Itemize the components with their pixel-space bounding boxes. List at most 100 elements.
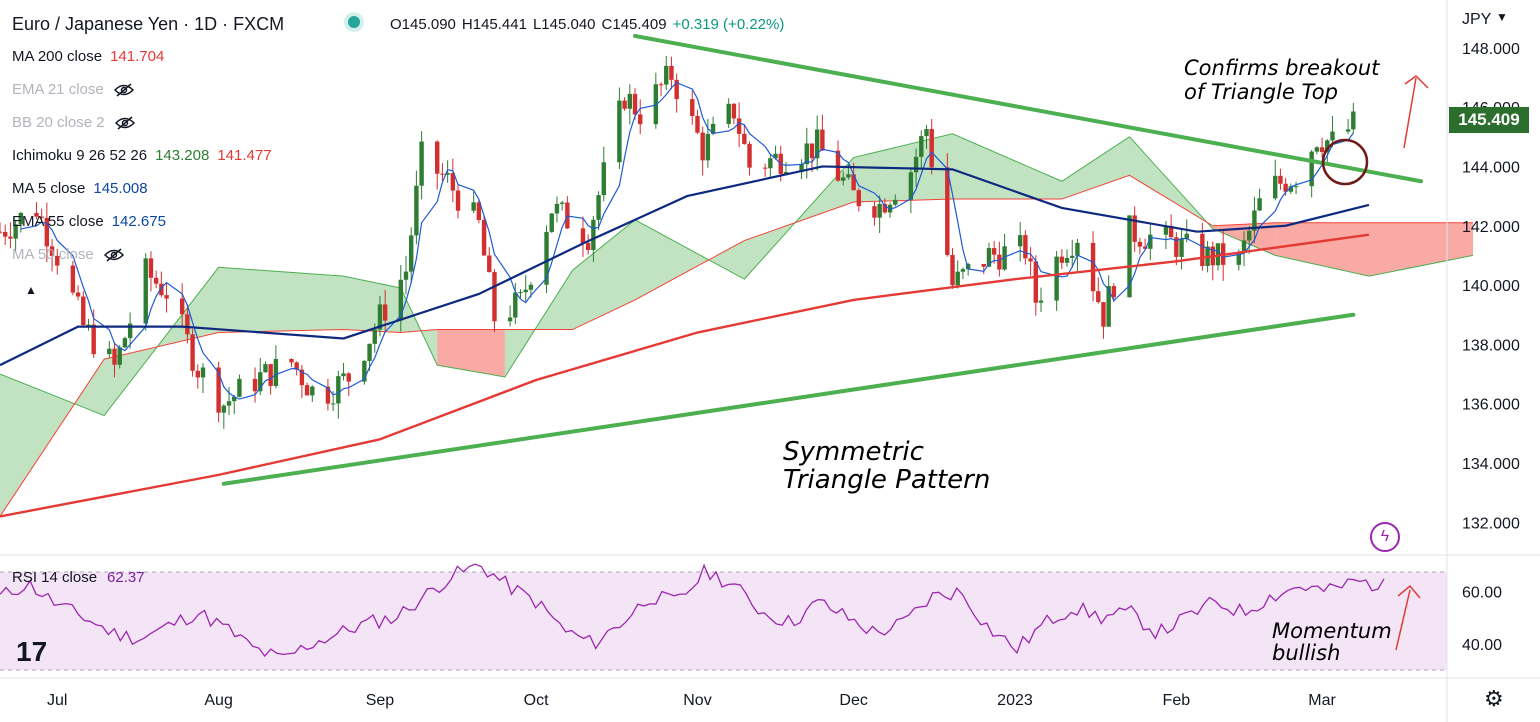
candle-body (705, 133, 711, 161)
flash-icon[interactable]: ϟ (1370, 522, 1400, 552)
price-tick-label: 138.000 (1462, 337, 1520, 354)
candle-body (882, 203, 888, 213)
candle-body (1054, 256, 1059, 301)
candle-body (44, 217, 50, 247)
breakout-circle (1321, 138, 1369, 186)
candle-body (773, 153, 778, 159)
candle-body (1038, 300, 1044, 303)
candle-body (1252, 210, 1257, 231)
legend-value: 145.008 (93, 180, 148, 197)
collapse-legend-button[interactable]: ▲ (20, 280, 42, 300)
candle-body (1090, 242, 1096, 292)
candle-body (1309, 151, 1314, 187)
annotation-pattern-line2: Triangle Pattern (783, 465, 991, 495)
candle-body (1127, 215, 1132, 298)
price-tick-label: 144.000 (1462, 159, 1520, 176)
candle-body (929, 129, 934, 168)
candle-body (554, 203, 560, 214)
chevron-down-icon[interactable]: ▼ (1496, 10, 1508, 24)
candle-body (216, 367, 221, 413)
candle-body (1148, 234, 1153, 249)
candle-body (0, 231, 3, 233)
candle-body (112, 348, 117, 365)
candle-body (1325, 140, 1330, 152)
candle-body (346, 373, 351, 382)
trendlines (221, 33, 1429, 486)
candle-body (273, 359, 279, 386)
candle-body (49, 246, 55, 256)
moving-averages (0, 82, 1370, 518)
time-tick-label: Oct (524, 692, 549, 709)
legend-row[interactable]: EMA 21 close (12, 81, 134, 98)
eye-off-icon[interactable] (94, 246, 124, 263)
rsi-tick-label: 60.00 (1462, 584, 1502, 601)
time-tick-label: Dec (839, 692, 867, 709)
candle-body (731, 103, 737, 119)
candle-body (872, 206, 877, 218)
legend-row[interactable]: MA 200 close 141.704 (12, 48, 164, 65)
candle-body (1179, 238, 1184, 257)
eye-off-icon[interactable] (104, 81, 134, 98)
candle-body (835, 150, 841, 181)
candle-body (1132, 215, 1137, 242)
candle-body (518, 292, 523, 294)
legend-row[interactable]: MA 5 close 145.008 (12, 180, 148, 197)
time-tick-label: Sep (366, 692, 395, 709)
candle-body (1330, 131, 1335, 141)
legend-row[interactable]: EMA 55 close 142.675 (12, 213, 166, 230)
cloud-bear-segment (1368, 222, 1474, 277)
eye-off-icon[interactable] (105, 114, 135, 131)
candle-body (924, 129, 929, 137)
candle-body (585, 242, 591, 251)
ema55-line (0, 165, 1370, 367)
cloud-bull-segment (952, 133, 1062, 200)
candle-body (18, 212, 24, 225)
candle-body (330, 403, 336, 405)
candle-body (481, 219, 487, 256)
candle-body (299, 369, 305, 386)
candle-body (1163, 225, 1169, 235)
annotation-pattern: Symmetric Triangle Pattern (783, 438, 990, 494)
annotation-pattern-line1: Symmetric (783, 437, 924, 467)
currency-selector[interactable]: JPY (1462, 11, 1492, 28)
legend-value: 143.208 (155, 147, 210, 164)
candle-body (991, 248, 997, 255)
candle-body (1111, 286, 1117, 298)
candle-body (1345, 129, 1351, 132)
rsi-line (0, 563, 1385, 658)
momentum-arrowhead (1397, 584, 1421, 599)
candlesticks (0, 55, 1356, 429)
candle-body (919, 136, 924, 157)
candle-body (674, 79, 679, 100)
candle-body (289, 359, 294, 363)
market-status-dot (348, 16, 360, 28)
candle-body (851, 174, 856, 191)
price-tick-label: 132.000 (1462, 515, 1520, 532)
candle-body (950, 254, 955, 286)
legend-row[interactable]: Ichimoku 9 26 52 26 143.208 141.477 (12, 147, 272, 164)
candle-body (185, 314, 190, 335)
legend-row[interactable]: MA 50 close (12, 246, 124, 263)
candle-body (195, 370, 200, 378)
gear-icon[interactable]: ⚙ (1484, 686, 1504, 711)
candle-body (627, 93, 633, 109)
candle-body (440, 173, 445, 175)
legend-label: MA 200 close (12, 48, 103, 65)
candle-body (164, 295, 169, 299)
candle-body (1101, 302, 1106, 327)
rsi-legend: RSI 14 close 62.37 (12, 569, 145, 586)
legend-value: 141.704 (110, 48, 165, 65)
candle-body (913, 156, 919, 173)
legend-row[interactable]: BB 20 close 2 (12, 114, 135, 131)
annotation-momentum-line2: bullish (1272, 641, 1341, 665)
symbol-title[interactable]: Euro / Japanese Yen · 1D · FXCM (12, 14, 285, 34)
price-tick-label: 136.000 (1462, 397, 1520, 414)
high-value: H145.441 (461, 16, 527, 33)
candle-body (190, 334, 195, 371)
candle-body (148, 258, 154, 278)
candle-body (179, 298, 185, 315)
candle-body (1278, 175, 1283, 184)
candle-body (877, 203, 882, 218)
candle-body (221, 405, 227, 413)
